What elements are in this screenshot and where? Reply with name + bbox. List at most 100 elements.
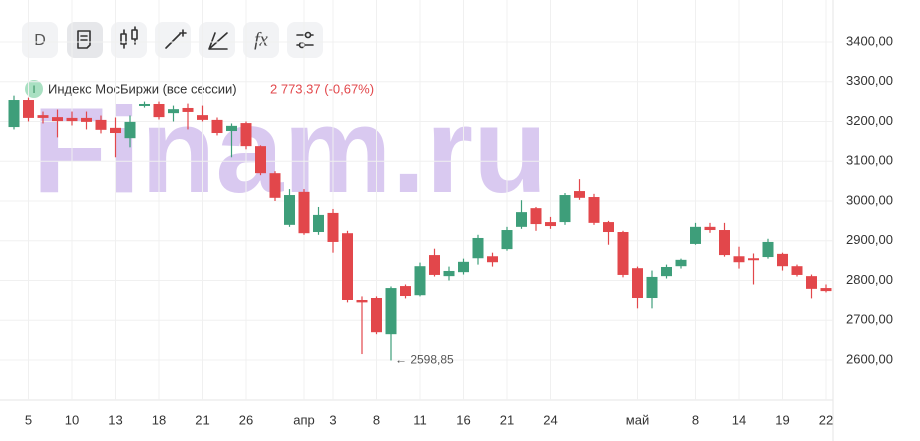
candle-body (81, 117, 92, 122)
candle-body (617, 232, 629, 275)
candle-body (66, 117, 78, 122)
candle-body (110, 127, 121, 134)
candle-body (240, 123, 252, 147)
candle-body (269, 173, 281, 198)
candle-body (748, 258, 759, 261)
x-tick-label: 5 (25, 412, 32, 427)
candle-body (777, 253, 788, 267)
candle-body (530, 208, 542, 225)
x-tick-label: май (626, 412, 649, 427)
candle-body (458, 261, 469, 273)
interval-label: D (34, 32, 46, 49)
candle-body (443, 270, 455, 277)
y-tick-label: 2900,00 (846, 232, 893, 247)
candle-body (197, 115, 208, 120)
candle-body (545, 222, 556, 227)
candle-body (733, 256, 745, 263)
y-tick-label: 3000,00 (846, 192, 893, 207)
candle-body (168, 109, 179, 114)
candle-body (124, 121, 136, 139)
candle-body (153, 103, 165, 118)
candle-body (472, 237, 484, 259)
candle-body (313, 214, 324, 233)
y-tick-label: 3300,00 (846, 73, 893, 88)
candle-body (690, 226, 701, 244)
indicators-button[interactable] (243, 22, 279, 58)
indicators-label: fx (254, 29, 268, 50)
x-tick-label: 18 (152, 412, 166, 427)
candle-body (385, 288, 397, 335)
candle-body (52, 117, 63, 122)
y-tick-label: 3200,00 (846, 113, 893, 128)
y-tick-label: 2700,00 (846, 312, 893, 327)
candle-body (429, 255, 440, 275)
x-tick-label: 22 (819, 412, 833, 427)
candle-body (762, 241, 774, 258)
x-tick-label: 14 (732, 412, 746, 427)
x-tick-label: 24 (543, 412, 557, 427)
candle-body (400, 286, 411, 297)
y-tick-label: 2800,00 (846, 272, 893, 287)
candle-body (791, 266, 803, 275)
settings-button[interactable] (287, 22, 323, 58)
legend-title: Индекс МосБиржи (все сессии) (48, 81, 237, 96)
candle-body (675, 259, 687, 267)
candle-body (95, 119, 107, 130)
x-tick-label: 26 (239, 412, 253, 427)
x-tick-label: апр (293, 412, 315, 427)
candle-body (211, 119, 223, 134)
candle-body (719, 230, 730, 256)
candle-body (574, 191, 585, 198)
candle-icon (120, 26, 138, 49)
x-tick-label: 13 (108, 412, 122, 427)
candle-body (487, 256, 498, 263)
x-tick-label: 8 (373, 412, 380, 427)
candle-body (23, 100, 34, 118)
candle-body (414, 266, 426, 296)
candle-body (704, 226, 716, 231)
legend-badge (25, 80, 43, 98)
legend-price: 2 773,37 (-0,67%) (270, 81, 374, 96)
x-tick-label: 11 (413, 412, 427, 427)
candle-body (806, 276, 817, 289)
x-tick-label: 16 (456, 412, 470, 427)
y-tick-label: 2600,00 (846, 351, 893, 366)
candle-body (342, 233, 353, 300)
candle-body (327, 212, 339, 242)
x-tick-label: 3 (329, 412, 336, 427)
candle-body (371, 298, 382, 333)
drawing-icon (165, 29, 187, 49)
candle-body (632, 268, 643, 299)
candle-button[interactable] (111, 22, 147, 58)
candle-body (298, 191, 310, 234)
candle-body (37, 115, 49, 118)
y-tick-label: 3400,00 (846, 33, 893, 48)
legend-badge-label: I (32, 84, 35, 96)
candle-body (559, 195, 571, 223)
candle-body (501, 230, 513, 250)
x-tick-label: 10 (65, 412, 79, 427)
interval-button[interactable] (22, 22, 58, 58)
candle-body (182, 107, 194, 112)
x-tick-label: 19 (775, 412, 789, 427)
candle-body (588, 197, 600, 223)
annotation: ← 2598,85 (395, 353, 454, 367)
x-tick-label: 21 (500, 412, 514, 427)
candle-body (8, 100, 20, 128)
candle-body (356, 299, 368, 303)
candle-body (226, 125, 237, 132)
fib-button[interactable] (199, 22, 235, 58)
list-icon (77, 30, 91, 49)
toolbar: D fx (22, 22, 323, 58)
candle-body (603, 222, 614, 233)
candle-body (661, 266, 672, 277)
y-tick-label: 3100,00 (846, 153, 893, 168)
candle-body (646, 276, 658, 299)
x-tick-label: 8 (692, 412, 699, 427)
x-tick-label: 21 (195, 412, 209, 427)
candle-body (516, 212, 527, 227)
candle-body (139, 103, 150, 106)
fib-icon (208, 32, 228, 50)
